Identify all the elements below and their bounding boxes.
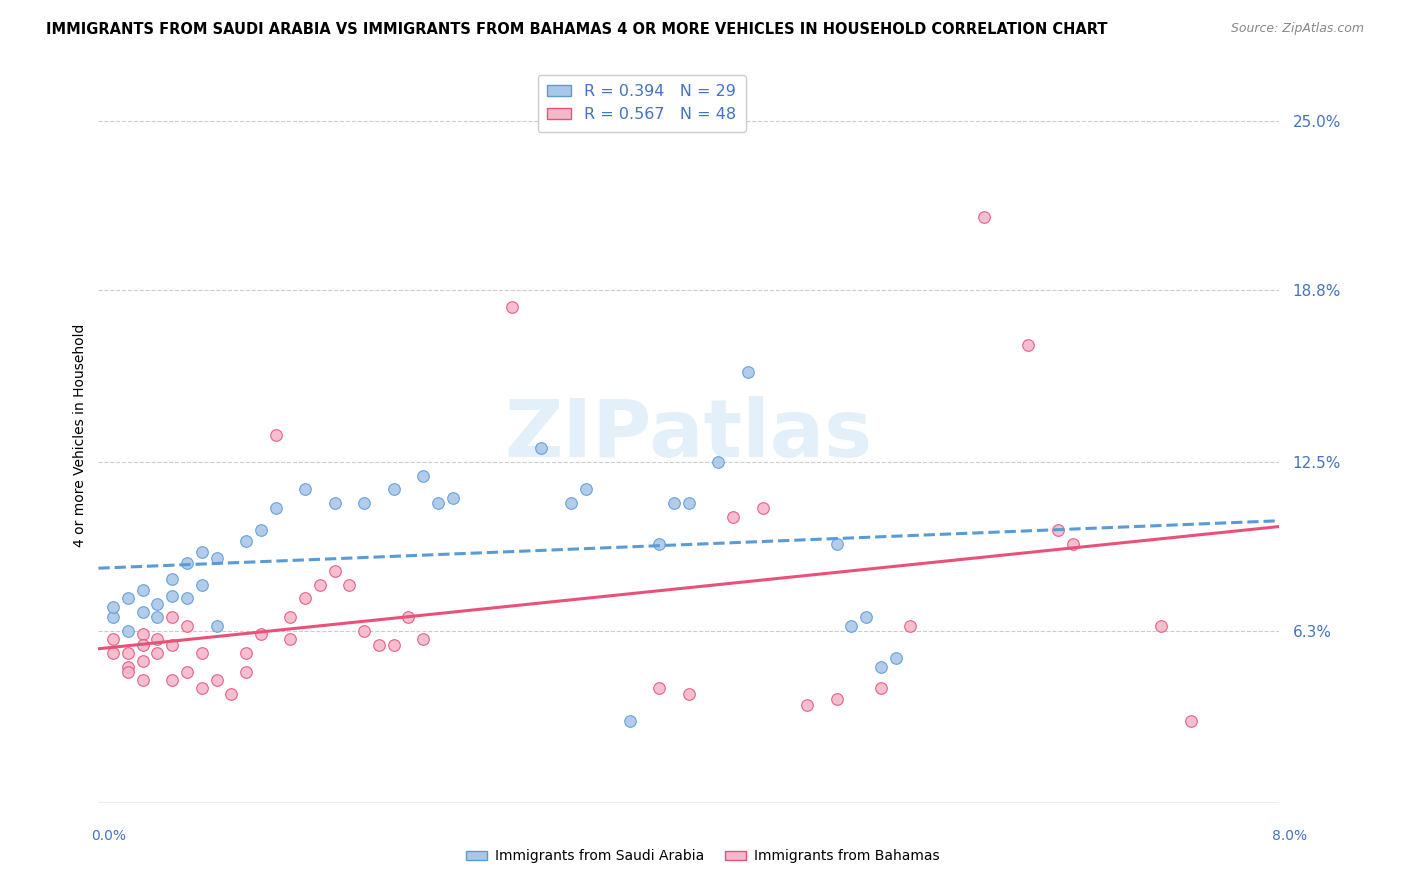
- Point: [339, 578, 361, 592]
- Point: [825, 537, 848, 551]
- Point: [412, 632, 434, 647]
- Point: [678, 496, 700, 510]
- Point: [191, 681, 214, 696]
- Point: [146, 632, 169, 647]
- Point: [117, 665, 139, 679]
- Point: [132, 654, 155, 668]
- Point: [398, 610, 420, 624]
- Point: [191, 578, 214, 592]
- Point: [575, 483, 598, 497]
- Point: [382, 638, 405, 652]
- Text: 0.0%: 0.0%: [91, 830, 127, 843]
- Point: [264, 501, 287, 516]
- Point: [235, 646, 257, 660]
- Point: [1046, 523, 1070, 537]
- Point: [1018, 338, 1040, 352]
- Point: [530, 442, 553, 456]
- Point: [353, 624, 375, 639]
- Point: [132, 627, 155, 641]
- Point: [117, 659, 139, 673]
- Point: [117, 646, 139, 660]
- Point: [900, 618, 922, 632]
- Point: [737, 365, 759, 379]
- Point: [162, 638, 183, 652]
- Point: [132, 605, 155, 619]
- Point: [221, 687, 243, 701]
- Point: [870, 659, 893, 673]
- Point: [619, 714, 641, 728]
- Point: [103, 632, 125, 647]
- Point: [678, 687, 700, 701]
- Point: [205, 550, 228, 565]
- Point: [191, 545, 214, 559]
- Point: [280, 610, 302, 624]
- Point: [132, 638, 155, 652]
- Point: [294, 591, 316, 606]
- Legend: Immigrants from Saudi Arabia, Immigrants from Bahamas: Immigrants from Saudi Arabia, Immigrants…: [460, 844, 946, 869]
- Point: [162, 610, 183, 624]
- Text: Source: ZipAtlas.com: Source: ZipAtlas.com: [1230, 22, 1364, 36]
- Point: [368, 638, 391, 652]
- Point: [146, 646, 169, 660]
- Point: [973, 210, 995, 224]
- Point: [427, 496, 450, 510]
- Point: [176, 556, 198, 570]
- Point: [412, 468, 434, 483]
- Point: [162, 589, 183, 603]
- Y-axis label: 4 or more Vehicles in Household: 4 or more Vehicles in Household: [73, 323, 87, 547]
- Point: [162, 673, 183, 688]
- Point: [1150, 618, 1173, 632]
- Point: [176, 665, 198, 679]
- Point: [1180, 714, 1202, 728]
- Point: [294, 483, 316, 497]
- Point: [752, 501, 775, 516]
- Point: [176, 591, 198, 606]
- Point: [103, 610, 125, 624]
- Point: [855, 610, 877, 624]
- Point: [250, 523, 273, 537]
- Point: [205, 618, 228, 632]
- Point: [707, 455, 730, 469]
- Point: [146, 597, 169, 611]
- Point: [825, 692, 848, 706]
- Point: [501, 300, 523, 314]
- Point: [235, 534, 257, 549]
- Point: [723, 509, 745, 524]
- Text: ZIPatlas: ZIPatlas: [505, 396, 873, 474]
- Point: [796, 698, 818, 712]
- Point: [176, 618, 198, 632]
- Point: [191, 646, 214, 660]
- Point: [117, 591, 139, 606]
- Point: [235, 665, 257, 679]
- Point: [382, 483, 405, 497]
- Point: [309, 578, 332, 592]
- Point: [132, 673, 155, 688]
- Point: [323, 564, 346, 578]
- Point: [560, 496, 582, 510]
- Point: [1062, 537, 1084, 551]
- Point: [264, 427, 287, 442]
- Point: [664, 496, 686, 510]
- Point: [353, 496, 375, 510]
- Point: [205, 673, 228, 688]
- Point: [323, 496, 346, 510]
- Legend: R = 0.394   N = 29, R = 0.567   N = 48: R = 0.394 N = 29, R = 0.567 N = 48: [537, 75, 745, 132]
- Point: [103, 646, 125, 660]
- Point: [103, 599, 125, 614]
- Point: [648, 537, 671, 551]
- Point: [132, 583, 155, 598]
- Point: [250, 627, 273, 641]
- Point: [648, 681, 671, 696]
- Point: [117, 624, 139, 639]
- Text: 8.0%: 8.0%: [1272, 830, 1308, 843]
- Point: [280, 632, 302, 647]
- Point: [870, 681, 893, 696]
- Point: [162, 572, 183, 586]
- Point: [884, 651, 907, 665]
- Point: [441, 491, 464, 505]
- Point: [841, 618, 863, 632]
- Point: [146, 610, 169, 624]
- Text: IMMIGRANTS FROM SAUDI ARABIA VS IMMIGRANTS FROM BAHAMAS 4 OR MORE VEHICLES IN HO: IMMIGRANTS FROM SAUDI ARABIA VS IMMIGRAN…: [46, 22, 1108, 37]
